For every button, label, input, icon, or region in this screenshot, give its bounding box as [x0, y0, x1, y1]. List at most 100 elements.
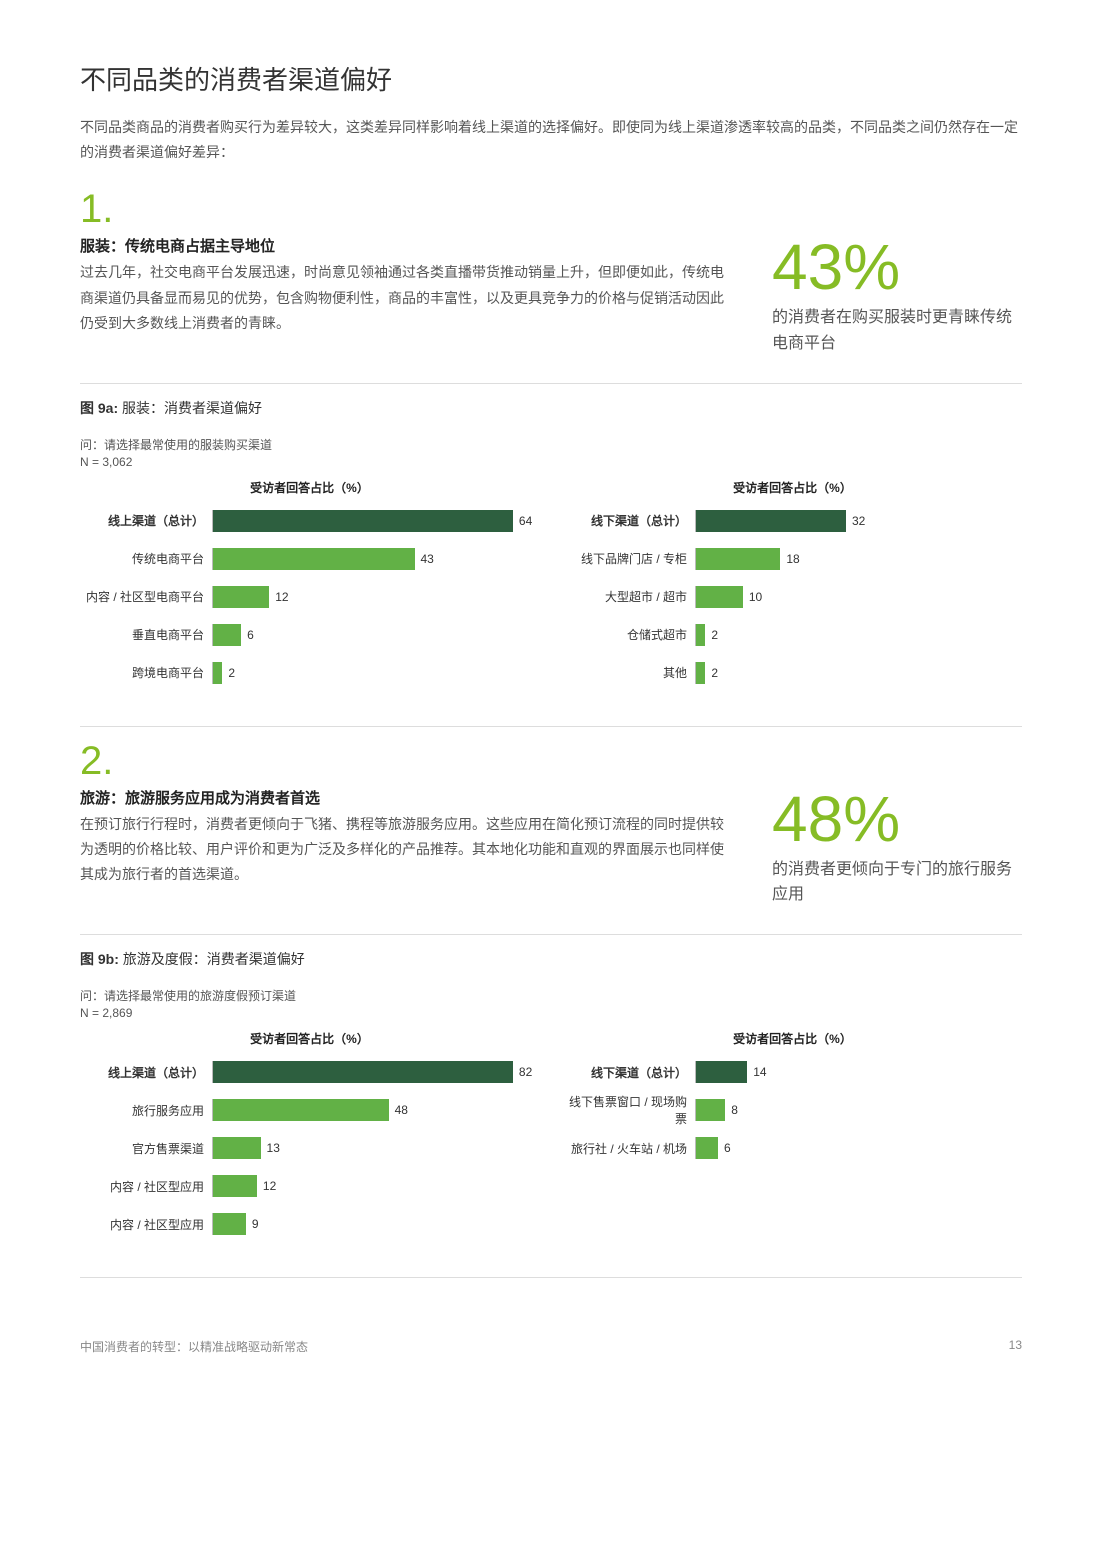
bar-fill — [213, 1175, 257, 1197]
bar-row: 垂直电商平台 6 — [80, 624, 539, 646]
section-1-number: 1. — [80, 189, 1022, 229]
bar-label: 其他 — [563, 664, 695, 681]
intro-text: 不同品类商品的消费者购买行为差异较大，这类差异同样影响着线上渠道的选择偏好。即使… — [80, 115, 1022, 165]
bar-row: 官方售票渠道 13 — [80, 1137, 539, 1159]
bar-label: 旅行社 / 火车站 / 机场 — [563, 1140, 695, 1157]
section-2-heading: 旅游：旅游服务应用成为消费者首选 — [80, 787, 732, 808]
bar-fill — [213, 624, 241, 646]
bar-value: 18 — [786, 552, 799, 566]
bar-value: 2 — [228, 666, 235, 680]
bar-row: 传统电商平台43 — [80, 548, 539, 570]
divider — [80, 726, 1022, 727]
bar-track: 64 — [212, 510, 539, 532]
chart-header: 受访者回答占比（%） — [563, 479, 1022, 496]
bar-row: 线上渠道（总计） 64 — [80, 510, 539, 532]
bar-value: 12 — [275, 590, 288, 604]
bar-fill — [213, 586, 269, 608]
bar-value: 32 — [852, 514, 865, 528]
footer-left: 中国消费者的转型：以精准战略驱动新常态 — [80, 1338, 308, 1355]
bar-fill — [696, 662, 705, 684]
bar-label: 官方售票渠道 — [80, 1140, 212, 1157]
bar-value: 64 — [519, 514, 532, 528]
bar-track: 43 — [212, 548, 539, 570]
bar-fill — [696, 1137, 718, 1159]
bar-row: 内容 / 社区型应用 9 — [80, 1213, 539, 1235]
fig9a-charts: 受访者回答占比（%） 线上渠道（总计） 64 传统电商平台43 内容 / 社区型电商平… — [80, 479, 1022, 700]
bar-value: 8 — [731, 1103, 738, 1117]
bar-label: 内容 / 社区型应用 — [80, 1178, 212, 1195]
divider — [80, 1277, 1022, 1278]
bar-value: 10 — [749, 590, 762, 604]
bar-label: 跨境电商平台 — [80, 664, 212, 681]
bar-fill — [213, 1099, 389, 1121]
bar-value: 82 — [519, 1065, 532, 1079]
bar-fill — [213, 548, 415, 570]
bar-label: 线上渠道（总计） — [80, 512, 212, 529]
bar-fill — [213, 1137, 261, 1159]
bar-label: 线上渠道（总计） — [80, 1064, 212, 1081]
bar-label: 线下品牌门店 / 专柜 — [563, 550, 695, 567]
bar-row: 大型超市 / 超市 10 — [563, 586, 1022, 608]
stat-2-number: 48% — [772, 787, 1022, 851]
bar-row: 线上渠道（总计） 82 — [80, 1061, 539, 1083]
bar-value: 13 — [267, 1141, 280, 1155]
bar-track: 9 — [212, 1213, 539, 1235]
bar-fill — [213, 510, 513, 532]
section-2: 旅游：旅游服务应用成为消费者首选 在预订旅行行程时，消费者更倾向于飞猪、携程等旅… — [80, 787, 1022, 908]
bar-fill — [213, 1213, 246, 1235]
bar-value: 43 — [421, 552, 434, 566]
bar-fill — [696, 510, 846, 532]
bar-value: 6 — [247, 628, 254, 642]
footer-right: 13 — [1009, 1338, 1022, 1355]
bar-fill — [213, 1061, 513, 1083]
bar-label: 线下渠道（总计） — [563, 1064, 695, 1081]
fig9a-question: 问：请选择最常使用的服装购买渠道 — [80, 436, 1022, 455]
bar-fill — [213, 662, 222, 684]
bar-track: 48 — [212, 1099, 539, 1121]
bar-fill — [696, 624, 705, 646]
bar-row: 内容 / 社区型应用 12 — [80, 1175, 539, 1197]
bar-label: 大型超市 / 超市 — [563, 588, 695, 605]
bar-row: 线下品牌门店 / 专柜 18 — [563, 548, 1022, 570]
fig9b-title: 图 9b: 旅游及度假：消费者渠道偏好 — [80, 949, 1022, 969]
stat-2-caption: 的消费者更倾向于专门的旅行服务应用 — [772, 857, 1022, 908]
bar-row: 线下售票窗口 / 现场购票8 — [563, 1099, 1022, 1121]
bar-value: 9 — [252, 1217, 259, 1231]
bar-label: 内容 / 社区型应用 — [80, 1216, 212, 1233]
bar-row: 其他2 — [563, 662, 1022, 684]
bar-label: 线下渠道（总计） — [563, 512, 695, 529]
bar-row: 旅行服务应用 48 — [80, 1099, 539, 1121]
stat-1-number: 43% — [772, 235, 1022, 299]
bar-value: 14 — [753, 1065, 766, 1079]
bar-row: 线下渠道（总计） 14 — [563, 1061, 1022, 1083]
divider — [80, 934, 1022, 935]
divider — [80, 383, 1022, 384]
fig9a-title: 图 9a: 服装：消费者渠道偏好 — [80, 398, 1022, 418]
bar-track: 2 — [212, 662, 539, 684]
bar-fill — [696, 1099, 725, 1121]
bar-track: 18 — [695, 548, 1022, 570]
section-1-heading: 服装：传统电商占据主导地位 — [80, 235, 732, 256]
page-footer: 中国消费者的转型：以精准战略驱动新常态 13 — [80, 1338, 1022, 1355]
bar-value: 2 — [711, 628, 718, 642]
bar-track: 2 — [695, 662, 1022, 684]
page-title: 不同品类的消费者渠道偏好 — [80, 60, 1022, 97]
bar-label: 垂直电商平台 — [80, 626, 212, 643]
section-2-number: 2. — [80, 741, 1022, 781]
bar-value: 48 — [395, 1103, 408, 1117]
bar-track: 12 — [212, 1175, 539, 1197]
bar-label: 内容 / 社区型电商平台 — [80, 588, 212, 605]
bar-track: 8 — [695, 1099, 1022, 1121]
bar-value: 12 — [263, 1179, 276, 1193]
fig9b-n: N = 2,869 — [80, 1006, 1022, 1020]
bar-track: 6 — [695, 1137, 1022, 1159]
bar-track: 13 — [212, 1137, 539, 1159]
section-1-body: 过去几年，社交电商平台发展迅速，时尚意见领袖通过各类直播带货推动销量上升，但即便… — [80, 260, 732, 336]
bar-row: 旅行社 / 火车站 / 机场6 — [563, 1137, 1022, 1159]
chart-header: 受访者回答占比（%） — [80, 1030, 539, 1047]
bar-row: 内容 / 社区型电商平台 12 — [80, 586, 539, 608]
bar-label: 旅行服务应用 — [80, 1102, 212, 1119]
fig9a-n: N = 3,062 — [80, 455, 1022, 469]
bar-fill — [696, 548, 780, 570]
bar-fill — [696, 1061, 747, 1083]
